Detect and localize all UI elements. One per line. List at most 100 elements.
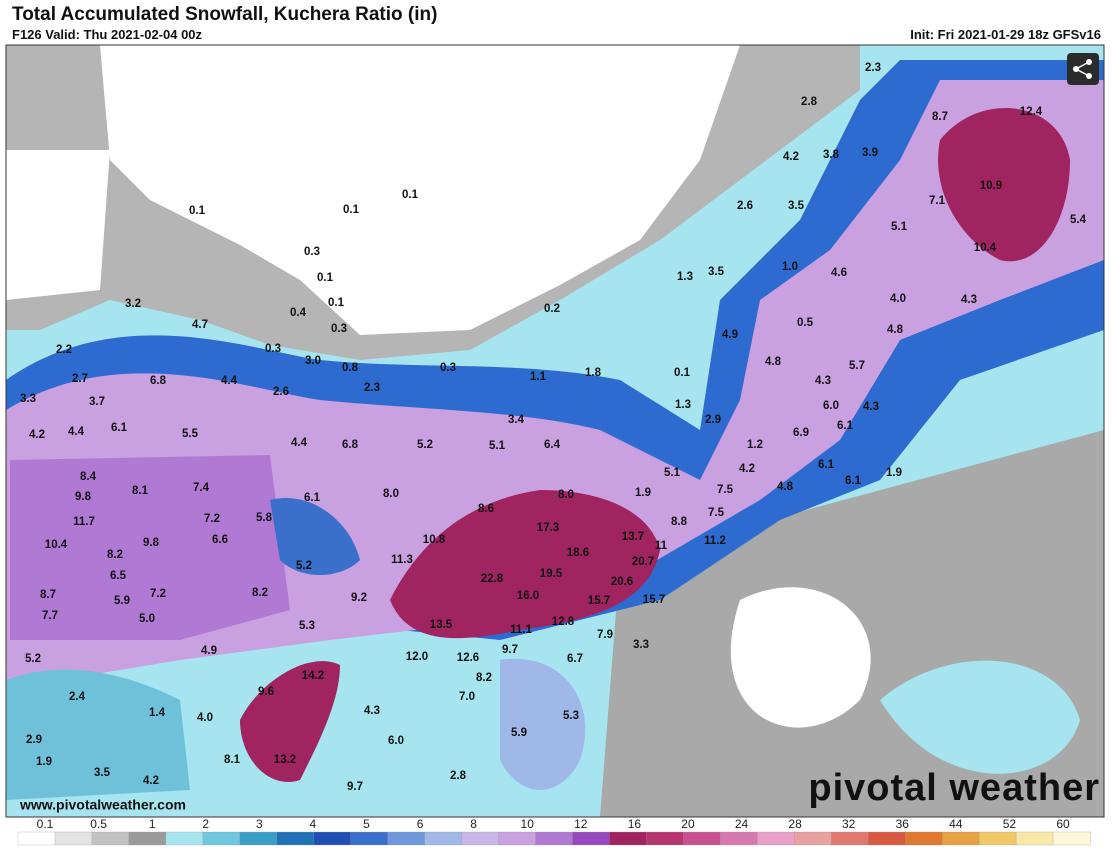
colorbar-label: 36 xyxy=(896,817,910,831)
snow-total-label: 11.2 xyxy=(704,535,726,547)
snow-total-label: 0.1 xyxy=(674,367,691,379)
snow-total-label: 4.3 xyxy=(961,294,977,306)
snow-total-label: 4.6 xyxy=(831,267,847,279)
snow-total-label: 6.4 xyxy=(544,439,561,451)
colorbar-swatch xyxy=(17,831,56,846)
snow-total-label: 4.3 xyxy=(863,401,879,413)
snow-total-label: 6.1 xyxy=(304,492,321,504)
snow-total-label: 7.4 xyxy=(193,482,210,494)
snow-total-label: 8.1 xyxy=(132,485,149,497)
snow-total-label: 0.1 xyxy=(317,272,334,284)
snow-total-label: 2.4 xyxy=(69,691,86,703)
snow-total-label: 8.2 xyxy=(476,672,492,684)
snow-total-label: 12.6 xyxy=(457,652,479,664)
snow-total-label: 1.9 xyxy=(886,467,902,479)
snow-total-label: 4.0 xyxy=(197,712,213,724)
colorbar-swatch xyxy=(1052,831,1091,846)
snow-total-label: 1.0 xyxy=(782,261,798,273)
colorbar-swatch xyxy=(54,831,93,846)
snow-total-label: 3.5 xyxy=(94,767,111,779)
snow-total-label: 3.5 xyxy=(708,266,725,278)
snow-total-label: 4.9 xyxy=(201,645,217,657)
snow-total-label: 17.3 xyxy=(537,522,559,534)
colorbar-swatch xyxy=(91,831,130,846)
colorbar-swatch xyxy=(905,831,943,846)
snow-total-label: 0.1 xyxy=(328,297,345,309)
snow-total-label: 0.1 xyxy=(343,204,360,216)
snow-total-label: 20.7 xyxy=(632,556,654,568)
colorbar-swatch xyxy=(609,831,648,846)
snow-total-label: 2.8 xyxy=(801,96,818,108)
snow-total-label: 6.1 xyxy=(818,459,835,471)
snow-total-label: 5.1 xyxy=(664,467,681,479)
snow-total-label: 8.6 xyxy=(478,503,494,515)
snow-total-label: 14.2 xyxy=(302,670,324,682)
snow-total-label: 3.3 xyxy=(20,393,36,405)
snow-total-label: 8.7 xyxy=(40,589,56,601)
snow-total-label: 11.1 xyxy=(510,624,532,636)
snow-total-label: 2.3 xyxy=(364,382,380,394)
snow-total-label: 11.7 xyxy=(73,516,95,528)
snow-total-label: 4.3 xyxy=(815,375,831,387)
snow-total-label: 4.8 xyxy=(777,481,794,493)
colorbar-swatch xyxy=(239,831,278,846)
colorbar-label: 24 xyxy=(735,817,749,831)
snow-total-label: 12.8 xyxy=(552,616,575,628)
snow-total-label: 5.7 xyxy=(849,360,865,372)
colorbar-swatch xyxy=(535,831,574,846)
snow-total-label: 6.8 xyxy=(342,439,359,451)
colorbar-swatch xyxy=(646,831,685,846)
colorbar-label: 60 xyxy=(1056,817,1070,831)
snow-total-label: 0.1 xyxy=(402,189,419,201)
snow-total-label: 0.8 xyxy=(342,362,359,374)
snow-total-label: 3.3 xyxy=(633,639,649,651)
snow-total-label: 7.5 xyxy=(717,484,734,496)
snow-total-label: 8.0 xyxy=(558,489,574,501)
snow-total-label: 5.2 xyxy=(296,560,312,572)
snow-total-label: 7.0 xyxy=(459,691,475,703)
snow-total-label: 7.9 xyxy=(597,629,613,641)
snow-total-label: 4.2 xyxy=(29,429,45,441)
snow-total-label: 6.8 xyxy=(150,375,167,387)
snow-total-label: 5.3 xyxy=(563,710,579,722)
snow-total-label: 10.4 xyxy=(974,242,997,254)
colorbar-swatch xyxy=(128,831,167,846)
share-button[interactable] xyxy=(1067,53,1099,85)
snow-total-label: 3.4 xyxy=(508,414,525,426)
snow-total-label: 5.1 xyxy=(489,440,506,452)
snow-total-label: 3.9 xyxy=(862,147,878,159)
snow-total-label: 8.0 xyxy=(383,488,399,500)
colorbar-swatch xyxy=(276,831,315,846)
snow-total-label: 9.7 xyxy=(347,781,363,793)
colorbar-swatch xyxy=(757,831,795,846)
colorbar-label: 32 xyxy=(842,817,856,831)
snow-total-label: 4.4 xyxy=(291,437,308,449)
snow-total-label: 5.1 xyxy=(891,221,908,233)
snow-total-label: 13.5 xyxy=(430,619,453,631)
colorbar-label: 16 xyxy=(628,817,642,831)
snow-total-label: 4.4 xyxy=(221,375,238,387)
colorbar-swatch xyxy=(941,831,980,846)
snow-total-label: 6.5 xyxy=(110,570,127,582)
colorbar-label: 4 xyxy=(310,817,317,831)
snow-total-label: 11 xyxy=(655,540,668,552)
snow-total-label: 9.8 xyxy=(143,537,160,549)
colorbar-swatch xyxy=(498,831,537,846)
colorbar-swatch xyxy=(350,831,389,846)
snow-total-label: 7.2 xyxy=(150,588,166,600)
snow-total-label: 10.4 xyxy=(45,539,68,551)
snow-total-label: 1.9 xyxy=(36,756,52,768)
snow-total-label: 7.2 xyxy=(204,513,220,525)
snow-total-label: 0.4 xyxy=(290,307,307,319)
snow-total-label: 8.2 xyxy=(107,549,123,561)
colorbar-swatch xyxy=(313,831,352,846)
snow-total-label: 4.2 xyxy=(143,775,159,787)
snow-total-label: 5.2 xyxy=(417,439,433,451)
snow-total-label: 5.4 xyxy=(1070,214,1087,226)
colorbar-swatch xyxy=(1015,831,1054,846)
logo: pivotal weather xyxy=(808,767,1100,809)
snow-total-label: 13.7 xyxy=(622,531,644,543)
snow-total-label: 12.4 xyxy=(1020,106,1043,118)
snow-total-label: 2.7 xyxy=(72,373,88,385)
